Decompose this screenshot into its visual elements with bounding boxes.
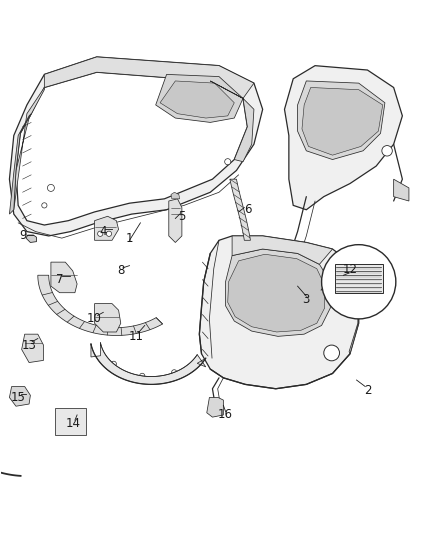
Polygon shape <box>10 386 30 406</box>
Polygon shape <box>91 343 206 384</box>
Polygon shape <box>95 216 119 240</box>
Circle shape <box>321 245 396 319</box>
Text: 2: 2 <box>364 384 371 398</box>
Polygon shape <box>160 81 234 118</box>
Circle shape <box>172 370 177 375</box>
Polygon shape <box>394 179 409 201</box>
Text: 4: 4 <box>99 225 107 238</box>
Polygon shape <box>335 264 383 293</box>
Text: 9: 9 <box>19 229 26 243</box>
Polygon shape <box>155 75 243 123</box>
Text: 1: 1 <box>126 232 133 245</box>
Polygon shape <box>207 398 223 417</box>
Circle shape <box>111 361 117 367</box>
Circle shape <box>109 311 115 318</box>
Circle shape <box>97 311 103 318</box>
Polygon shape <box>55 408 86 434</box>
Polygon shape <box>199 236 359 389</box>
Text: 3: 3 <box>303 293 310 306</box>
Polygon shape <box>210 81 254 161</box>
Text: 12: 12 <box>343 263 357 277</box>
Text: 7: 7 <box>56 273 64 286</box>
Circle shape <box>58 279 64 285</box>
Polygon shape <box>228 254 325 332</box>
Polygon shape <box>51 262 77 293</box>
Text: 6: 6 <box>244 203 251 216</box>
Circle shape <box>47 184 54 191</box>
Circle shape <box>98 231 103 236</box>
Text: 10: 10 <box>87 312 102 325</box>
Polygon shape <box>16 72 247 225</box>
Polygon shape <box>230 179 251 240</box>
Circle shape <box>225 159 231 165</box>
Polygon shape <box>349 262 359 354</box>
Polygon shape <box>171 192 180 199</box>
Polygon shape <box>169 199 182 243</box>
Polygon shape <box>44 57 254 99</box>
Polygon shape <box>297 81 385 159</box>
Polygon shape <box>10 57 263 236</box>
Circle shape <box>106 231 112 236</box>
Text: 13: 13 <box>21 338 36 352</box>
Polygon shape <box>302 87 383 155</box>
Polygon shape <box>14 87 44 210</box>
Text: 5: 5 <box>178 210 186 223</box>
Polygon shape <box>285 66 403 210</box>
Circle shape <box>324 345 339 361</box>
Text: 14: 14 <box>65 417 80 430</box>
Circle shape <box>42 203 47 208</box>
Polygon shape <box>10 114 31 214</box>
Text: 16: 16 <box>218 408 233 422</box>
Circle shape <box>382 146 392 156</box>
Polygon shape <box>232 236 332 264</box>
Polygon shape <box>26 235 36 243</box>
Text: 15: 15 <box>11 391 25 404</box>
Polygon shape <box>226 249 330 336</box>
Text: 8: 8 <box>117 264 124 277</box>
Polygon shape <box>95 304 121 332</box>
Polygon shape <box>21 334 43 362</box>
Text: 11: 11 <box>128 330 144 343</box>
Circle shape <box>140 373 145 378</box>
Polygon shape <box>38 275 162 335</box>
